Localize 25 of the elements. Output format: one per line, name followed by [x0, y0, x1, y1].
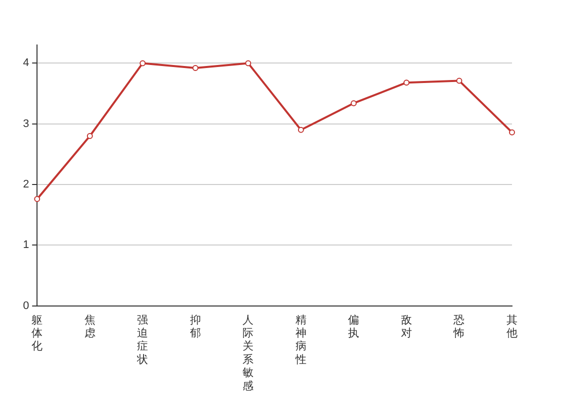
point [456, 78, 462, 84]
x-tick-label: 其他 [506, 313, 518, 340]
point [192, 65, 198, 72]
x-tick-label: 躯体化 [32, 313, 43, 353]
x-tick-label: 恐怖 [452, 313, 465, 340]
x-tick-label: 强迫症状 [136, 313, 148, 366]
x-tick-label: 偏执 [348, 313, 360, 340]
point [34, 196, 40, 202]
point [403, 80, 410, 86]
point [245, 60, 252, 66]
point [140, 60, 146, 66]
y-tick-label: 2 [22, 178, 30, 191]
x-tick-label: 精神病性 [294, 313, 306, 366]
y-tick-label: 0 [22, 300, 30, 312]
y-tick-label: 1 [22, 239, 30, 252]
point [298, 126, 304, 133]
y-tick-label: 4 [22, 57, 30, 70]
x-tick-label: 焦虑 [84, 313, 96, 340]
x-tick-label: 抑郁 [190, 313, 201, 340]
x-tick-label: 人际关系敏感 [242, 313, 254, 392]
point [509, 129, 515, 136]
y-tick-label: 3 [22, 118, 30, 130]
point [350, 100, 357, 106]
point [86, 132, 93, 139]
x-tick-label: 敌对 [400, 313, 412, 340]
